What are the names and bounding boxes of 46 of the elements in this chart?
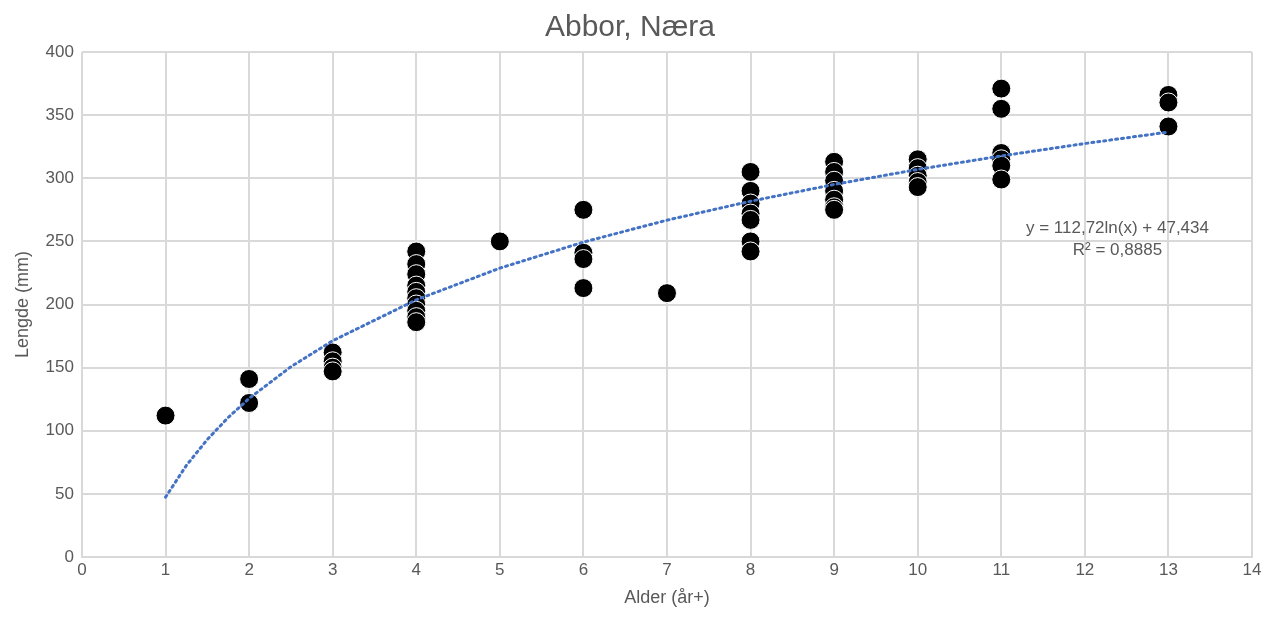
x-tick-label: 9 [829,559,839,579]
x-tick-label: 4 [411,559,421,579]
y-tick-label: 300 [45,167,74,187]
y-tick-label: 50 [55,483,74,503]
x-tick-label: 3 [327,559,338,579]
x-tick-label: 5 [495,559,505,579]
x-tick-label: 13 [1158,559,1178,579]
x-tick-label: 11 [992,559,1011,579]
point [991,169,1012,190]
point [991,78,1012,99]
x-tick-label: 7 [662,559,672,579]
point [907,177,928,198]
x-tick-label: 1 [160,559,171,579]
x-tick-label: 8 [745,559,756,579]
point [1158,116,1179,137]
annotation: R² = 0,8885 [1072,240,1163,260]
point [1158,92,1179,113]
point [489,231,510,252]
y-tick-label: 150 [45,357,74,377]
y-tick-label: 350 [45,104,74,124]
y-axis-title: Lengde (mm) [11,250,32,359]
chart-title: Abbor, Næra [544,9,716,43]
y-tick-label: 0 [64,546,74,566]
annotation: y = 112,72ln(x) + 47,434 [1025,218,1209,238]
y-tick-label: 250 [45,231,74,251]
point [239,368,260,389]
point [573,199,594,220]
point [573,249,594,270]
x-tick-label: 14 [1242,559,1262,579]
x-tick-label: 0 [77,559,87,579]
point [155,405,176,426]
point [740,209,761,230]
y-tick-label: 400 [45,41,74,61]
x-tick-label: 2 [244,559,254,579]
x-tick-label: 10 [908,559,928,579]
point [406,312,427,333]
point [991,98,1012,119]
point [656,283,677,304]
y-tick-label: 100 [45,420,74,440]
x-tick-label: 6 [578,559,589,579]
point [740,241,761,262]
x-axis-title: Alder (år+) [624,587,710,608]
point [740,161,761,182]
x-tick-label: 12 [1075,559,1095,579]
point [573,278,594,299]
y-tick-label: 200 [45,294,74,314]
